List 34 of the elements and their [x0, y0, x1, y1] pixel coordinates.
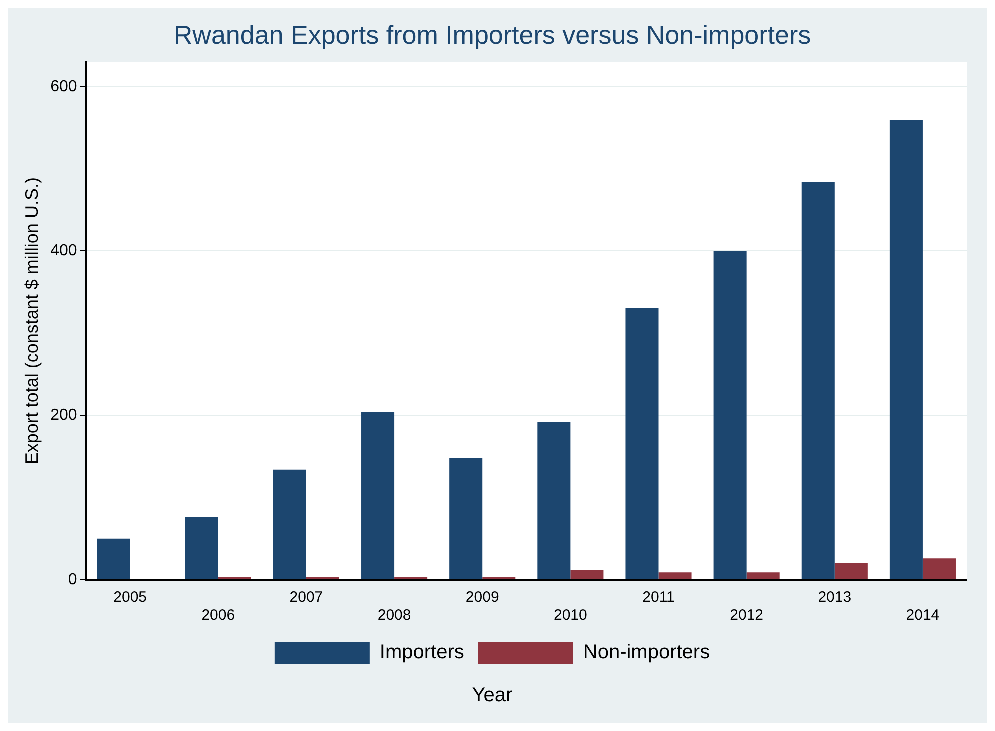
y-tick-label: 600 [50, 78, 78, 96]
bar [570, 570, 604, 580]
x-tick-label: 2007 [290, 589, 324, 606]
y-tick-label: 400 [50, 242, 78, 260]
bar [714, 251, 747, 580]
bar [890, 120, 923, 580]
chart-title: Rwandan Exports from Importers versus Non-importers [174, 20, 812, 50]
bar [658, 572, 692, 580]
x-tick-label: 2012 [730, 607, 764, 624]
legend-label: Importers [380, 642, 464, 664]
bar [97, 538, 130, 580]
x-tick-label: 2014 [906, 607, 940, 624]
x-tick-label: 2008 [378, 607, 412, 624]
x-tick-label: 2011 [642, 589, 675, 606]
bar [802, 182, 835, 580]
bar [922, 558, 956, 580]
bar [834, 564, 868, 580]
bar [450, 458, 483, 580]
x-tick-label: 2005 [114, 589, 148, 606]
x-axis-title: Year [472, 684, 514, 707]
bar [746, 572, 780, 580]
y-axis-title: Export total (constant $ million U.S.) [22, 178, 42, 465]
bar [626, 308, 659, 580]
bar [273, 470, 306, 580]
y-tick-label: 0 [68, 571, 78, 588]
bar [362, 412, 395, 580]
bar [538, 422, 571, 580]
x-tick-label: 2010 [554, 607, 588, 624]
x-tick-label: 2006 [202, 607, 236, 624]
bar [185, 518, 218, 580]
x-tick-label: 2013 [818, 589, 852, 606]
y-tick-label: 200 [50, 407, 78, 424]
legend-label: Non-importers [583, 642, 710, 664]
x-tick-label: 2009 [466, 589, 500, 606]
